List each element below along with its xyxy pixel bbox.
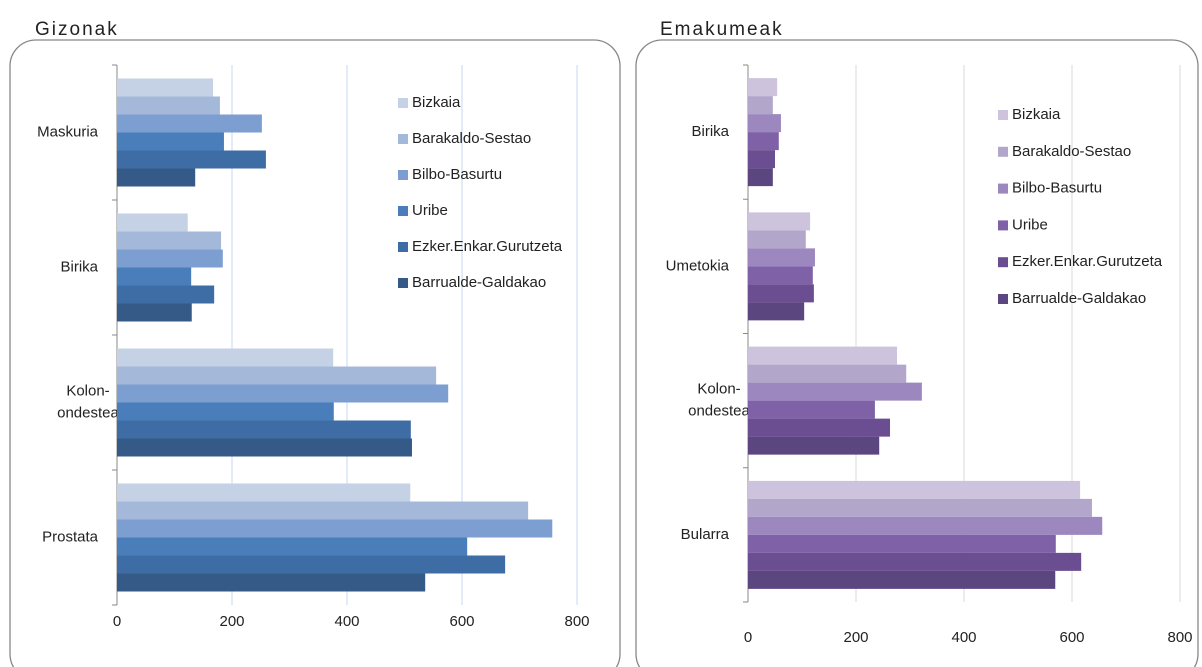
- bar: [117, 555, 506, 574]
- bar: [117, 213, 188, 232]
- x-tick-label: 200: [843, 629, 868, 646]
- x-tick-label: 600: [1059, 629, 1084, 646]
- bar: [117, 402, 334, 421]
- bar: [117, 267, 192, 286]
- x-tick-label: 600: [449, 613, 474, 630]
- y-tick-label: Kolon-ondestea: [688, 381, 750, 420]
- legend-swatch: [398, 98, 408, 108]
- x-tick-label: 0: [744, 629, 752, 646]
- y-tick-label: Bularra: [681, 526, 730, 543]
- x-tick-label: 400: [951, 629, 976, 646]
- bar: [748, 400, 875, 419]
- bar: [117, 168, 196, 187]
- bar: [117, 573, 426, 592]
- bar: [748, 150, 775, 169]
- legend-label: Barrualde-Galdakao: [412, 274, 546, 291]
- bar: [748, 302, 805, 321]
- bar: [117, 537, 468, 556]
- bar: [748, 266, 813, 285]
- x-tick-label: 800: [1167, 629, 1192, 646]
- bar: [748, 96, 773, 115]
- bar: [117, 501, 529, 520]
- legend-label: Ezker.Enkar.Gurutzeta: [1012, 253, 1163, 270]
- bar: [748, 382, 922, 401]
- bar: [748, 570, 1056, 589]
- bar: [748, 248, 815, 267]
- legend-swatch: [998, 257, 1008, 268]
- legend-label: Barakaldo-Sestao: [1012, 143, 1131, 160]
- x-tick-label: 400: [334, 613, 359, 630]
- bar: [748, 498, 1092, 517]
- bar: [117, 285, 215, 304]
- bar: [748, 516, 1103, 535]
- bar: [117, 231, 222, 250]
- bar: [117, 420, 411, 439]
- bar: [117, 150, 266, 169]
- legend-swatch: [998, 294, 1008, 304]
- bar: [117, 483, 411, 502]
- bar: [117, 132, 224, 151]
- bar: [117, 78, 214, 97]
- bar: [748, 346, 898, 365]
- bar: [117, 384, 449, 403]
- legend-swatch: [398, 170, 408, 180]
- x-tick-label: 200: [219, 613, 244, 630]
- bar: [748, 534, 1056, 553]
- bar: [748, 168, 773, 187]
- bar: [748, 480, 1081, 499]
- bar: [117, 303, 192, 322]
- y-tick-label: Kolon-ondestea: [57, 382, 119, 421]
- y-tick-label: Prostata: [42, 528, 99, 545]
- bar: [748, 364, 907, 383]
- legend-swatch: [998, 146, 1008, 157]
- legend-label: Uribe: [412, 202, 448, 219]
- chart-title: Emakumeak: [660, 19, 784, 40]
- bar: [748, 212, 811, 231]
- panel: [635, 39, 1199, 667]
- legend-label: Bilbo-Basurtu: [1012, 180, 1102, 197]
- chart-title: Gizonak: [35, 19, 119, 40]
- legend-swatch: [398, 278, 408, 288]
- bar: [748, 78, 778, 97]
- bar: [748, 114, 781, 133]
- bar: [748, 132, 779, 151]
- bar: [117, 348, 334, 367]
- legend-label: Bizkaia: [1012, 106, 1061, 123]
- legend-swatch: [998, 220, 1008, 231]
- bar: [748, 418, 891, 437]
- panel: [9, 39, 621, 667]
- y-tick-label: Maskuria: [37, 123, 99, 140]
- legend-swatch: [998, 183, 1008, 194]
- legend-swatch: [998, 110, 1008, 120]
- x-tick-label: 800: [564, 613, 589, 630]
- bar: [117, 249, 223, 268]
- legend-label: Barrualde-Galdakao: [1012, 290, 1146, 307]
- legend-label: Barakaldo-Sestao: [412, 130, 531, 147]
- bar: [117, 519, 553, 538]
- x-tick-label: 0: [113, 613, 121, 630]
- bar: [117, 438, 412, 457]
- y-tick-label: Birika: [691, 123, 729, 140]
- bar: [748, 436, 880, 455]
- legend-label: Bizkaia: [412, 94, 461, 111]
- legend-label: Uribe: [1012, 216, 1048, 233]
- bar: [117, 96, 220, 115]
- y-tick-label: Birika: [60, 258, 98, 275]
- bar: [748, 552, 1082, 571]
- legend-swatch: [398, 242, 408, 252]
- bar: [117, 366, 437, 385]
- legend-label: Bilbo-Basurtu: [412, 166, 502, 183]
- bar: [748, 230, 806, 249]
- legend-swatch: [398, 206, 408, 216]
- y-tick-label: Umetokia: [666, 257, 730, 274]
- bar: [117, 114, 262, 133]
- legend-swatch: [398, 134, 408, 144]
- legend-label: Ezker.Enkar.Gurutzeta: [412, 238, 563, 255]
- bar: [748, 284, 814, 303]
